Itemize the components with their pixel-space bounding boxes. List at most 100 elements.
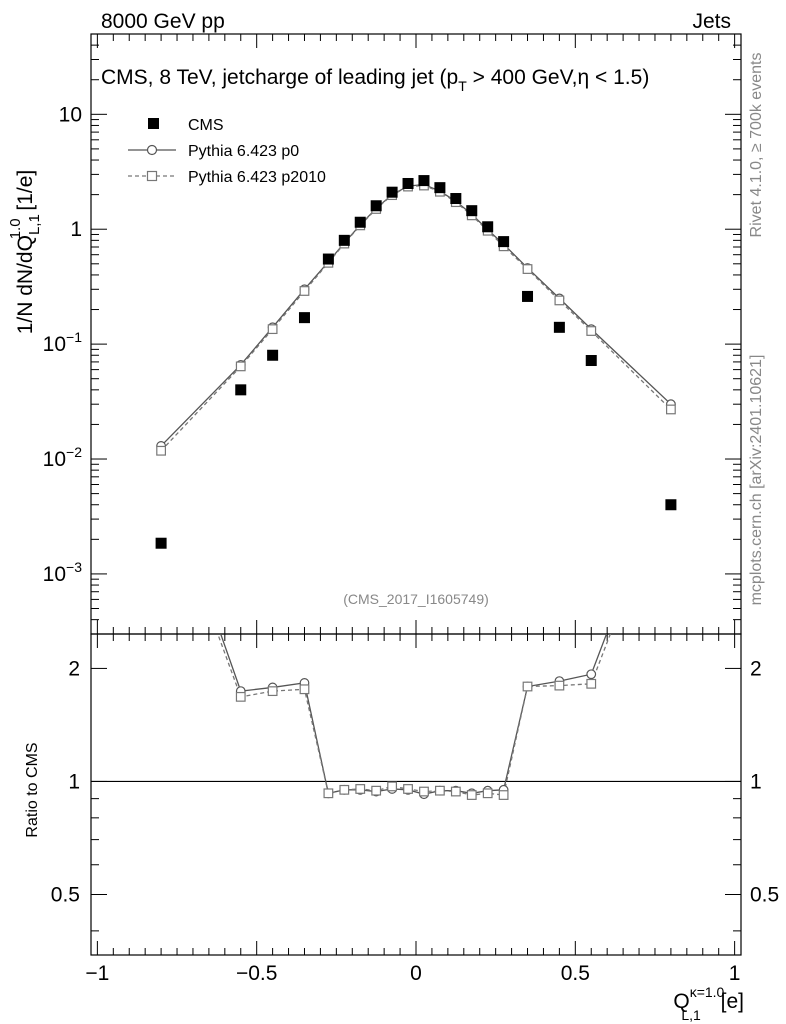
y-tick-label: 10−2 — [43, 444, 83, 471]
x-axis-label-sup: κ=1.0 — [690, 984, 725, 1000]
y-tick-label: 10−3 — [43, 559, 83, 586]
ratio-tick-label-right: 0.5 — [750, 883, 779, 906]
ratio-tick-label-right: 1 — [750, 770, 762, 793]
ratio-plot-frame — [90, 633, 742, 956]
ratio-point-pythia-p2010 — [554, 680, 565, 691]
point-cms — [585, 355, 597, 367]
ratio-point-pythia-p2010 — [403, 784, 413, 794]
point-cms — [322, 253, 334, 265]
point-pythia-p2010 — [267, 324, 278, 335]
legend-label-cms: CMS — [188, 117, 224, 134]
x-axis-label-unit: [e] — [715, 990, 744, 1013]
y-axis-label-sup: 1.0 — [7, 218, 24, 239]
point-pythia-p2010 — [156, 445, 166, 456]
ratio-point-pythia-p2010 — [434, 785, 445, 796]
category-label: Jets — [692, 10, 731, 33]
legend-label-p0: Pythia 6.423 p0 — [188, 143, 299, 160]
y-tick-label: 10−1 — [43, 329, 83, 356]
ratio-point-pythia-p2010 — [323, 788, 334, 799]
ratio-point-pythia-p2010 — [267, 686, 278, 697]
point-cms — [665, 499, 677, 511]
point-cms — [370, 200, 382, 212]
chart-title-sub: T — [458, 78, 467, 94]
ratio-tick-label-right: 2 — [750, 657, 762, 680]
line-pythia-p2010 — [160, 184, 672, 452]
energy-label: 8000 GeV pp — [101, 10, 225, 33]
point-cms — [235, 384, 247, 396]
y-axis-label-sub: L,1 — [26, 215, 43, 236]
point-cms — [386, 186, 398, 198]
y-tick-label: 10 — [59, 103, 82, 126]
ratio-point-pythia-p2010 — [371, 785, 382, 796]
chart-title: CMS, 8 TeV, jetcharge of leading jet (pT… — [101, 66, 649, 94]
analysis-tag: (CMS_2017_I1605749) — [343, 591, 489, 607]
chart-title-rest: > 400 GeV,η < 1.5) — [467, 66, 650, 89]
point-cms — [418, 175, 430, 187]
line-pythia-p0 — [160, 183, 672, 447]
ratio-point-pythia-p0 — [157, 460, 166, 469]
ratio-point-pythia-p2010 — [482, 788, 493, 799]
ratio-tick-label: 1 — [68, 770, 80, 793]
point-pythia-p2010 — [586, 326, 597, 336]
legend: CMS Pythia 6.423 p0 Pythia 6.423 p2010 — [128, 117, 326, 186]
ratio-point-pythia-p2010 — [419, 786, 429, 797]
source-info: mcplots.cern.ch [arXiv:2401.10621] — [748, 355, 765, 606]
ratio-series-group — [157, 460, 676, 800]
ratio-point-pythia-p2010 — [299, 684, 310, 695]
ratio-point-pythia-p2010 — [235, 691, 246, 702]
point-cms — [267, 349, 279, 361]
point-cms — [466, 205, 478, 217]
y-axis-label-main: 1/N dN/dQ — [14, 235, 37, 334]
point-pythia-p2010 — [554, 295, 565, 306]
point-pythia-p2010 — [299, 286, 310, 296]
ratio-point-pythia-p2010 — [586, 678, 597, 689]
legend-label-p2010: Pythia 6.423 p2010 — [188, 169, 326, 186]
ratio-point-pythia-p0 — [667, 460, 676, 469]
ratio-point-pythia-p2010 — [667, 472, 676, 481]
x-tick-label: −0.5 — [236, 962, 277, 985]
ratio-tick-label: 2 — [68, 657, 80, 680]
ratio-point-pythia-p2010 — [498, 790, 509, 800]
point-cms — [402, 177, 414, 189]
ratio-point-pythia-p2010 — [355, 784, 366, 794]
point-cms — [482, 221, 494, 233]
point-pythia-p2010 — [666, 404, 676, 415]
x-axis-label-sub: L,1 — [681, 1007, 701, 1023]
legend-marker-p0 — [146, 144, 158, 156]
ratio-point-pythia-p0 — [586, 669, 597, 680]
ratio-tick-label: 0.5 — [51, 883, 80, 906]
point-cms — [450, 193, 462, 205]
point-pythia-p2010 — [235, 361, 246, 372]
x-axis-label: Qκ=1.0 L,1 [e] — [673, 984, 744, 1023]
ratio-point-pythia-p2010 — [157, 474, 166, 483]
point-cms — [522, 290, 534, 302]
ratio-line-pythia-p2010 — [217, 634, 612, 796]
y-tick-label: 1 — [70, 218, 82, 241]
x-tick-label: 0 — [410, 962, 422, 985]
legend-marker-cms — [148, 118, 159, 129]
ratio-point-pythia-p2010 — [450, 786, 461, 797]
ratio-axis-label: Ratio to CMS — [24, 742, 41, 837]
ratio-point-pythia-p2010 — [466, 790, 477, 800]
point-cms — [155, 537, 167, 549]
point-cms — [434, 182, 446, 194]
rivet-info: Rivet 4.1.0, ≥ 700k events — [748, 53, 765, 238]
point-cms — [498, 236, 510, 248]
ratio-point-pythia-p2010 — [387, 781, 398, 792]
legend-marker-p2010 — [146, 170, 158, 182]
x-axis-label-main: Q — [673, 990, 689, 1013]
ratio-point-pythia-p2010 — [339, 784, 350, 795]
x-tick-label: 1 — [729, 962, 741, 985]
point-cms — [553, 321, 565, 333]
y-axis-label-unit: [1/e] — [14, 170, 37, 217]
point-cms — [338, 234, 350, 246]
point-cms — [354, 216, 366, 228]
point-pythia-p2010 — [522, 264, 533, 274]
chart-title-main: CMS, 8 TeV, jetcharge of leading jet (p — [101, 66, 458, 89]
ratio-point-pythia-p2010 — [522, 681, 533, 692]
x-tick-label: 0.5 — [561, 962, 590, 985]
x-tick-label: −1 — [85, 962, 109, 985]
point-cms — [298, 312, 310, 324]
y-axis-label: 1/N dN/dQL,11.0 [1/e] — [7, 170, 43, 335]
